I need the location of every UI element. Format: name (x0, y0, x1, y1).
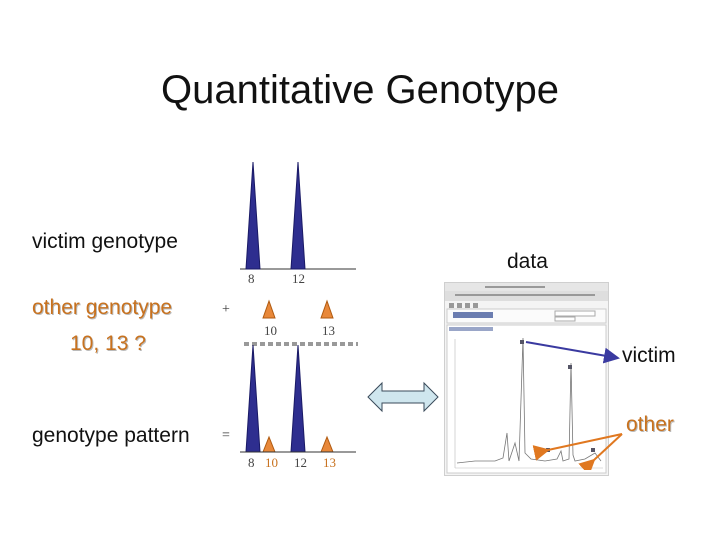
pattern-peak-label-10: 10 (265, 455, 278, 470)
pattern-peak-13 (320, 435, 334, 453)
double-arrow-icon (367, 381, 439, 413)
pattern-peak-label-13: 13 (323, 455, 336, 470)
pattern-peak-label-12: 12 (294, 455, 307, 470)
callout-lines (525, 341, 623, 470)
victim-genotype-label: victim genotype (32, 230, 178, 253)
other-peak-label-13: 13 (322, 323, 335, 338)
other-genotype-label: other genotype (32, 296, 173, 319)
pattern-peak-12 (290, 344, 306, 453)
victim-peak-label-12: 12 (292, 271, 305, 286)
equals-sign: = (222, 428, 230, 443)
other-callout-label: other (626, 413, 674, 436)
genotype-pattern-label: genotype pattern (32, 424, 190, 447)
slide-title: Quantitative Genotype (160, 68, 560, 112)
victim-peak-8 (245, 161, 261, 270)
data-label: data (507, 250, 548, 273)
other-peak-10 (262, 299, 276, 319)
screenshot-graphic (445, 283, 608, 474)
pattern-peak-10 (262, 435, 276, 453)
pattern-peak-label-8: 8 (248, 455, 255, 470)
victim-peak-12 (290, 161, 306, 270)
victim-peak-label-8: 8 (248, 271, 255, 286)
other-peak-13 (320, 299, 334, 319)
other-electropherogram: 10 13 (244, 299, 358, 344)
other-peak-label-10: 10 (264, 323, 277, 338)
victim-callout-label: victim (622, 344, 676, 367)
other-genotype-query: 10, 13 ? (70, 332, 146, 355)
other-callout-line-1 (532, 433, 623, 461)
pattern-electropherogram: 8 10 12 13 (240, 344, 358, 470)
victim-electropherogram: 8 12 (240, 161, 356, 286)
victim-callout-line (525, 341, 620, 364)
other-callout-line-2 (578, 433, 623, 470)
pattern-peak-8 (245, 344, 261, 453)
plus-sign: + (222, 302, 230, 317)
